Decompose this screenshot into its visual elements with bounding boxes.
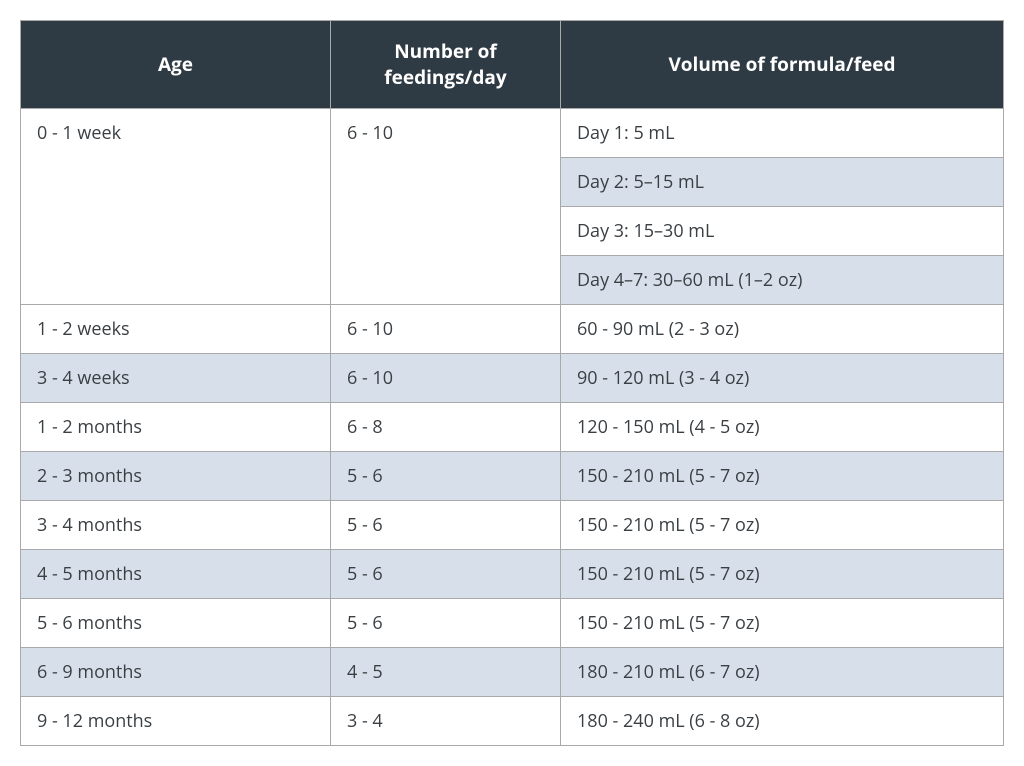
cell-volume: 180 - 210 mL (6 - 7 oz) [561,648,1004,697]
cell-feedings: 6 - 8 [331,403,561,452]
cell-volume: Day 3: 15–30 mL [561,207,1004,256]
cell-age: 1 - 2 weeks [21,305,331,354]
table-row: 1 - 2 weeks 6 - 10 60 - 90 mL (2 - 3 oz) [21,305,1004,354]
cell-age: 3 - 4 months [21,501,331,550]
cell-volume: 150 - 210 mL (5 - 7 oz) [561,599,1004,648]
cell-volume: 150 - 210 mL (5 - 7 oz) [561,550,1004,599]
cell-volume: Day 4–7: 30–60 mL (1–2 oz) [561,256,1004,305]
cell-volume: 120 - 150 mL (4 - 5 oz) [561,403,1004,452]
feeding-table-container: Age Number offeedings/day Volume of form… [20,20,1004,746]
table-header-row: Age Number offeedings/day Volume of form… [21,21,1004,109]
col-header-age: Age [21,21,331,109]
cell-feedings: 3 - 4 [331,697,561,746]
cell-age: 1 - 2 months [21,403,331,452]
col-header-feedings: Number offeedings/day [331,21,561,109]
cell-volume: 150 - 210 mL (5 - 7 oz) [561,501,1004,550]
table-row: 0 - 1 week 6 - 10 Day 1: 5 mL [21,109,1004,158]
table-row: 1 - 2 months 6 - 8 120 - 150 mL (4 - 5 o… [21,403,1004,452]
cell-feedings: 5 - 6 [331,501,561,550]
cell-age: 3 - 4 weeks [21,354,331,403]
cell-volume: Day 1: 5 mL [561,109,1004,158]
cell-age: 4 - 5 months [21,550,331,599]
cell-feedings: 6 - 10 [331,354,561,403]
cell-feedings: 6 - 10 [331,109,561,305]
table-row: 3 - 4 weeks 6 - 10 90 - 120 mL (3 - 4 oz… [21,354,1004,403]
cell-feedings: 4 - 5 [331,648,561,697]
cell-volume: 180 - 240 mL (6 - 8 oz) [561,697,1004,746]
cell-volume: 150 - 210 mL (5 - 7 oz) [561,452,1004,501]
cell-feedings: 5 - 6 [331,599,561,648]
feeding-table: Age Number offeedings/day Volume of form… [20,20,1004,746]
table-row: 5 - 6 months 5 - 6 150 - 210 mL (5 - 7 o… [21,599,1004,648]
cell-volume: Day 2: 5–15 mL [561,158,1004,207]
cell-age: 9 - 12 months [21,697,331,746]
table-row: 3 - 4 months 5 - 6 150 - 210 mL (5 - 7 o… [21,501,1004,550]
cell-feedings: 6 - 10 [331,305,561,354]
table-row: 9 - 12 months 3 - 4 180 - 240 mL (6 - 8 … [21,697,1004,746]
table-row: 2 - 3 months 5 - 6 150 - 210 mL (5 - 7 o… [21,452,1004,501]
cell-age: 6 - 9 months [21,648,331,697]
cell-feedings: 5 - 6 [331,550,561,599]
table-row: 6 - 9 months 4 - 5 180 - 210 mL (6 - 7 o… [21,648,1004,697]
cell-feedings: 5 - 6 [331,452,561,501]
cell-age: 2 - 3 months [21,452,331,501]
cell-age: 5 - 6 months [21,599,331,648]
table-row: 4 - 5 months 5 - 6 150 - 210 mL (5 - 7 o… [21,550,1004,599]
cell-age: 0 - 1 week [21,109,331,305]
col-header-volume: Volume of formula/feed [561,21,1004,109]
cell-volume: 60 - 90 mL (2 - 3 oz) [561,305,1004,354]
cell-volume: 90 - 120 mL (3 - 4 oz) [561,354,1004,403]
